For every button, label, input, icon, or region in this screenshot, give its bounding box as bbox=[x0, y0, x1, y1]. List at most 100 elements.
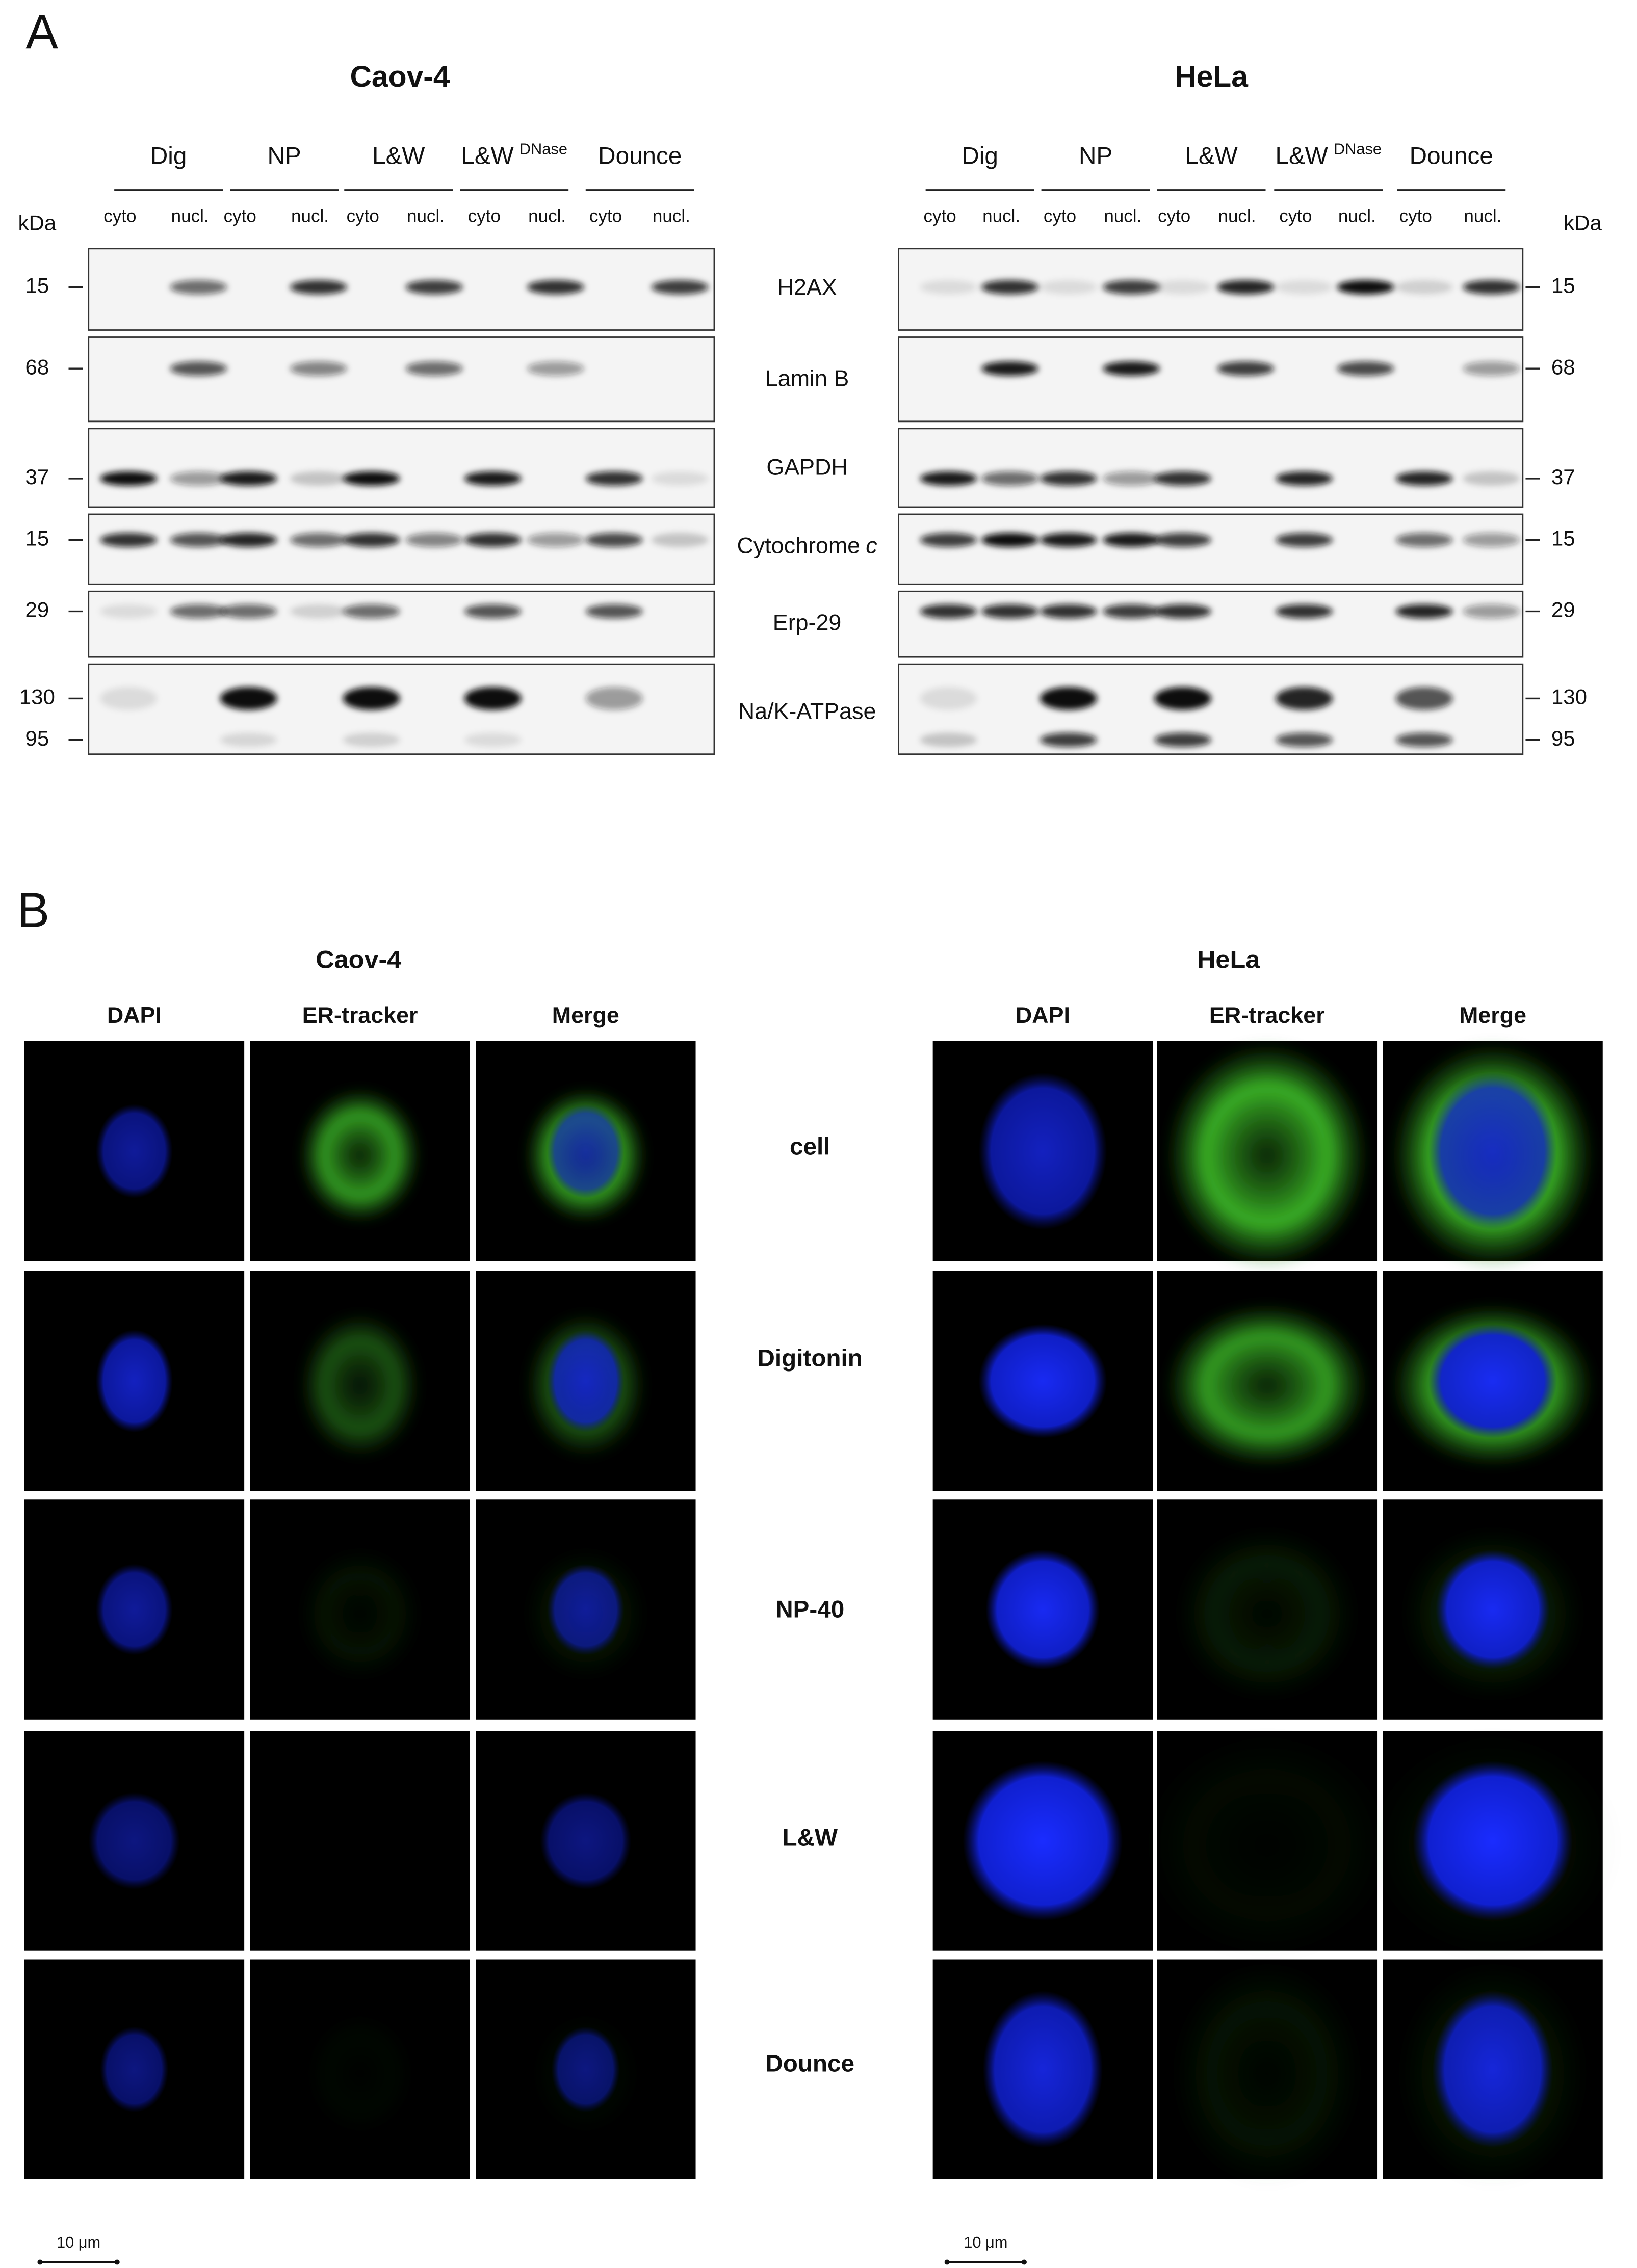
condition-label: cell bbox=[790, 1133, 830, 1161]
band bbox=[527, 280, 584, 295]
treatment-name: Dig bbox=[150, 142, 187, 169]
blot-strip bbox=[898, 513, 1524, 585]
cell-line-title: Caov-4 bbox=[316, 944, 401, 973]
protein-label: Erp-29 bbox=[773, 610, 842, 636]
fraction-label: cyto bbox=[103, 206, 136, 226]
er-signal bbox=[298, 1087, 422, 1224]
treatment-name: L&W bbox=[1275, 142, 1328, 169]
band bbox=[981, 361, 1038, 376]
band bbox=[1395, 604, 1453, 619]
marker-label: 29 bbox=[1551, 598, 1575, 622]
protein-label: H2AX bbox=[777, 274, 837, 300]
fraction-label: nucl. bbox=[982, 206, 1020, 226]
fraction-label: nucl. bbox=[1218, 206, 1256, 226]
band bbox=[651, 471, 709, 486]
band bbox=[290, 471, 347, 486]
nucleus bbox=[1428, 1324, 1557, 1438]
treatment-label: Dig bbox=[150, 142, 187, 169]
nucleus bbox=[540, 1792, 632, 1890]
band bbox=[170, 533, 227, 547]
band bbox=[1154, 280, 1212, 295]
fraction-label: nucl. bbox=[291, 206, 329, 226]
band bbox=[220, 687, 277, 710]
band bbox=[1040, 604, 1097, 619]
band bbox=[1103, 533, 1160, 547]
band bbox=[1276, 604, 1333, 619]
treatment-name: NP bbox=[267, 142, 301, 169]
fraction-label: nucl. bbox=[653, 206, 690, 226]
nucleus bbox=[100, 2026, 169, 2113]
band bbox=[1217, 361, 1275, 376]
band bbox=[527, 361, 584, 376]
band bbox=[1395, 732, 1453, 747]
band bbox=[1103, 280, 1160, 295]
treatment-label: NP bbox=[1079, 142, 1112, 169]
band bbox=[1103, 361, 1160, 376]
treatment-superscript: DNase bbox=[519, 140, 567, 158]
band bbox=[585, 687, 643, 710]
protein-name: H2AX bbox=[777, 274, 837, 300]
fraction-label: nucl. bbox=[1464, 206, 1501, 226]
protein-label: Cytochrome c bbox=[737, 532, 877, 558]
fraction-label: cyto bbox=[589, 206, 622, 226]
nucleus bbox=[982, 1991, 1103, 2148]
band bbox=[464, 732, 522, 747]
fraction-label: cyto bbox=[347, 206, 379, 226]
band bbox=[920, 687, 977, 710]
band bbox=[585, 604, 643, 619]
marker-label: 37 bbox=[1551, 465, 1575, 489]
band bbox=[651, 533, 709, 547]
band bbox=[981, 533, 1038, 547]
marker-label: 95 bbox=[1551, 726, 1575, 750]
er-signal bbox=[298, 1310, 422, 1460]
protein-name: GAPDH bbox=[766, 454, 847, 480]
condition-label: NP-40 bbox=[775, 1596, 844, 1623]
nucleus bbox=[547, 1564, 625, 1655]
band bbox=[981, 280, 1038, 295]
nucleus bbox=[95, 1104, 173, 1199]
band bbox=[1154, 471, 1212, 486]
band bbox=[920, 533, 977, 547]
band bbox=[1395, 687, 1453, 710]
band bbox=[170, 604, 227, 619]
nucleus bbox=[1433, 1991, 1553, 2148]
nucleus bbox=[551, 2026, 620, 2113]
protein-name: Lamin B bbox=[765, 365, 849, 391]
treatment-label: L&W bbox=[1185, 142, 1237, 169]
band bbox=[1040, 732, 1097, 747]
band bbox=[1463, 280, 1520, 295]
marker-label: 29 bbox=[25, 598, 49, 622]
treatment-label: Dounce bbox=[598, 142, 682, 169]
blot-strip bbox=[898, 590, 1524, 658]
band bbox=[1463, 471, 1520, 486]
nucleus bbox=[963, 1761, 1123, 1921]
marker-label: 130 bbox=[1551, 685, 1587, 709]
treatment-label: NP bbox=[267, 142, 301, 169]
blot-title: HeLa bbox=[1175, 60, 1249, 93]
treatment-name: Dig bbox=[962, 142, 998, 169]
er-signal bbox=[1164, 1302, 1370, 1468]
band bbox=[290, 604, 347, 619]
band bbox=[290, 533, 347, 547]
band bbox=[1103, 604, 1160, 619]
marker-label: 15 bbox=[25, 274, 49, 298]
scale-bar-label: 10 μm bbox=[57, 2233, 100, 2251]
band bbox=[343, 533, 400, 547]
er-signal bbox=[1139, 1729, 1395, 1961]
band bbox=[220, 471, 277, 486]
band bbox=[343, 687, 400, 710]
treatment-label: L&W bbox=[372, 142, 425, 169]
treatment-label: Dounce bbox=[1410, 142, 1493, 169]
band bbox=[100, 471, 158, 486]
band bbox=[1040, 687, 1097, 710]
band bbox=[290, 361, 347, 376]
er-signal bbox=[1175, 1526, 1359, 1701]
nucleus bbox=[985, 1549, 1100, 1670]
nucleus bbox=[1413, 1761, 1573, 1921]
band bbox=[1276, 732, 1333, 747]
band bbox=[1337, 361, 1394, 376]
band bbox=[1154, 533, 1212, 547]
band bbox=[920, 732, 977, 747]
channel-label: Merge bbox=[1459, 1002, 1526, 1028]
treatment-name: L&W bbox=[372, 142, 425, 169]
